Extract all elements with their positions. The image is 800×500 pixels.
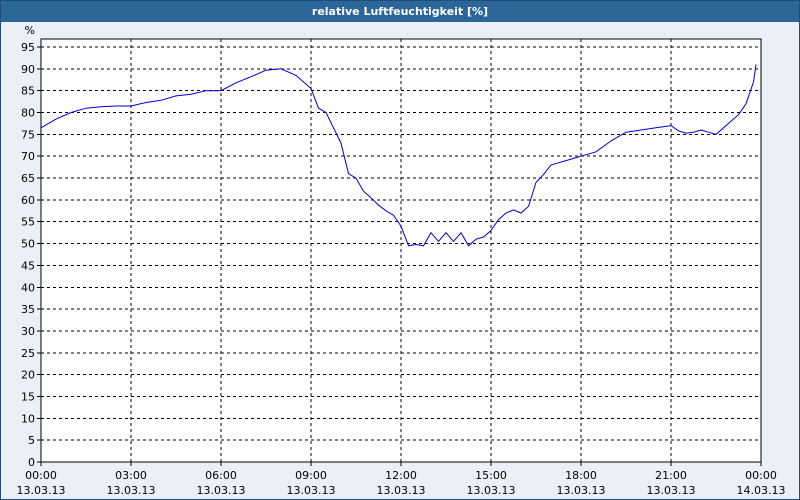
y-tick-label: 0 [28, 456, 35, 469]
y-tick-label: 75 [21, 128, 35, 141]
y-tick-label: 35 [21, 303, 35, 316]
y-tick-label: 15 [21, 390, 35, 403]
x-tick-label-time: 18:00 [565, 469, 597, 482]
y-tick-label: 85 [21, 85, 35, 98]
y-tick-label: 40 [21, 281, 35, 294]
y-axis-label: % [25, 24, 35, 37]
y-tick-label: 20 [21, 369, 35, 382]
y-tick-label: 90 [21, 63, 35, 76]
x-tick-label-time: 21:00 [655, 469, 687, 482]
x-tick-label-time: 00:00 [745, 469, 777, 482]
y-tick-label: 70 [21, 150, 35, 163]
x-tick-label-date: 14.03.13 [737, 484, 786, 497]
humidity-chart: 0 5 10 15 20 25 30 35 40 45 50 55 60 65 70 75 80 85 90 95% 0… [17, 24, 786, 497]
y-tick-label: 95 [21, 41, 35, 54]
x-tick-label-date: 13.03.13 [647, 484, 696, 497]
y-tick-label: 50 [21, 238, 35, 251]
y-tick-label: 65 [21, 172, 35, 185]
chart-title: relative Luftfeuchtigkeit [%] [1, 1, 799, 22]
x-tick-label-date: 13.03.13 [197, 484, 246, 497]
x-tick-label-time: 12:00 [385, 469, 417, 482]
x-tick-label-time: 03:00 [115, 469, 147, 482]
y-tick-label: 55 [21, 216, 35, 229]
y-tick-label: 80 [21, 107, 35, 120]
x-tick-label-date: 13.03.13 [467, 484, 516, 497]
x-tick-label-time: 00:00 [25, 469, 57, 482]
humidity-series-line [40, 64, 757, 247]
x-tick-label-date: 13.03.13 [17, 484, 66, 497]
x-tick-label-time: 06:00 [205, 469, 237, 482]
y-tick-label: 30 [21, 325, 35, 338]
y-tick-label: 25 [21, 347, 35, 360]
y-tick-label: 45 [21, 259, 35, 272]
x-tick-label-time: 09:00 [295, 469, 327, 482]
x-tick-label-date: 13.03.13 [107, 484, 156, 497]
grid [41, 39, 761, 463]
y-tick-label: 60 [21, 194, 35, 207]
x-tick-label-date: 13.03.13 [557, 484, 606, 497]
plot-border [40, 38, 762, 463]
x-tick-label-time: 15:00 [475, 469, 507, 482]
x-tick-label-date: 13.03.13 [287, 484, 336, 497]
y-tick-label: 10 [21, 412, 35, 425]
x-tick-label-date: 13.03.13 [377, 484, 426, 497]
y-tick-label: 5 [28, 434, 35, 447]
